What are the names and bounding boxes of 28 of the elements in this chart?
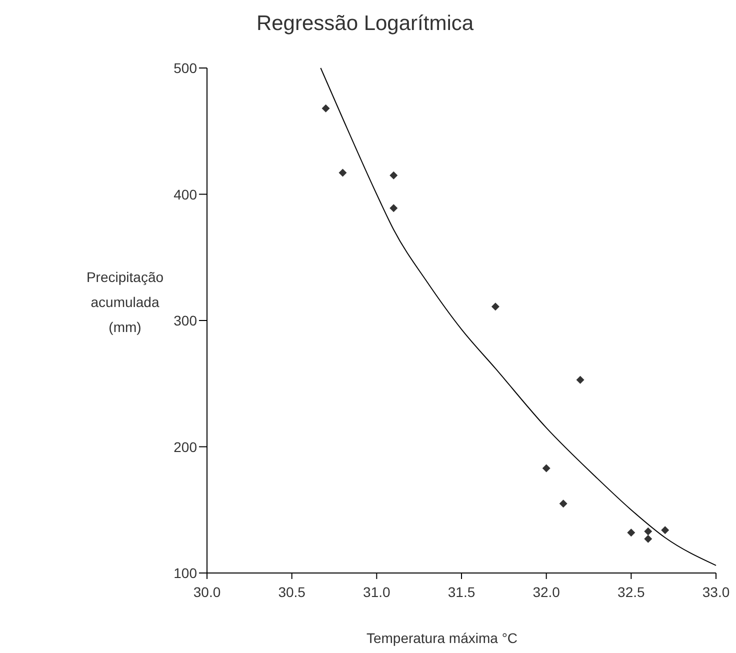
x-tick-label: 33.0 bbox=[702, 584, 730, 600]
point bbox=[644, 534, 652, 543]
y-tick-label: 500 bbox=[174, 60, 198, 76]
x-tick-label: 30.5 bbox=[278, 584, 306, 600]
point bbox=[661, 526, 670, 534]
y-axis-title: Precipitação acumulada (mm) bbox=[86, 269, 164, 335]
point bbox=[322, 104, 330, 112]
x-tick-label: 30.0 bbox=[193, 584, 221, 600]
point bbox=[627, 528, 636, 537]
x-tick-label: 31.0 bbox=[363, 584, 391, 600]
point bbox=[576, 376, 584, 384]
line-series bbox=[320, 68, 716, 566]
point bbox=[542, 464, 550, 472]
point bbox=[338, 168, 347, 177]
x-axis-title: Temperatura máxima °C bbox=[366, 630, 518, 646]
point bbox=[491, 302, 500, 311]
y-tick-label: 200 bbox=[174, 438, 198, 455]
y-tick-label: 400 bbox=[174, 186, 198, 202]
x-tick-label: 32.5 bbox=[618, 584, 646, 600]
y-tick-label: 100 bbox=[174, 565, 198, 581]
x-tick-label: 32.0 bbox=[532, 584, 560, 600]
x-tick-label: 31.5 bbox=[448, 584, 476, 600]
point bbox=[390, 204, 398, 212]
chart-title: Regressão Logarítmica bbox=[256, 12, 474, 35]
point bbox=[390, 171, 398, 180]
point bbox=[559, 500, 568, 508]
y-tick-label: 300 bbox=[174, 312, 198, 328]
point bbox=[644, 527, 652, 536]
